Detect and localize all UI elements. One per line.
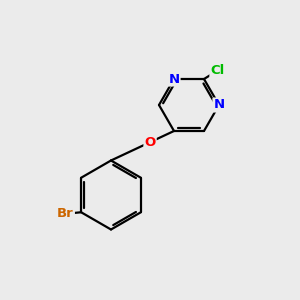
Text: Br: Br xyxy=(57,207,74,220)
Text: N: N xyxy=(213,98,225,112)
Text: N: N xyxy=(168,73,180,85)
Text: O: O xyxy=(144,136,156,149)
Text: Cl: Cl xyxy=(210,64,225,77)
